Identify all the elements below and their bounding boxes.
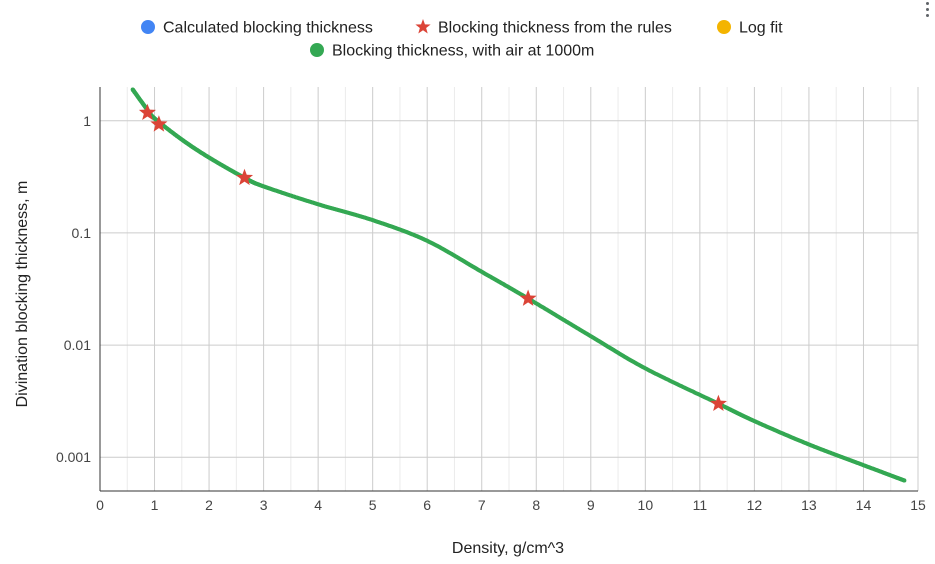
axes [99,87,918,492]
y-tick-label: 0.001 [56,449,91,465]
x-tick-label: 9 [587,497,595,513]
x-tick-label: 3 [260,497,268,513]
legend-label: Calculated blocking thickness [163,20,373,37]
y-tick-label: 0.1 [72,225,92,241]
y-axis-label: Divination blocking thickness, m [14,181,31,408]
x-tick-label: 0 [96,497,104,513]
x-tick-label: 5 [369,497,377,513]
x-tick-label: 6 [423,497,431,513]
x-tick-label: 4 [314,497,322,513]
legend-circle-icon [141,20,155,34]
point-rules-star [150,115,168,132]
x-tick-label: 8 [532,497,540,513]
x-tick-label: 1 [151,497,159,513]
legend-item[interactable]: Calculated blocking thickness [141,20,373,37]
legend-item[interactable]: Blocking thickness, with air at 1000m [310,43,594,60]
legend[interactable]: Calculated blocking thickness Blocking th… [141,19,783,60]
y-tick-label: 1 [83,113,91,129]
series-rules [138,103,727,412]
plot-area [130,87,907,483]
grid [100,87,919,491]
point-air-1000m [902,478,907,483]
legend-label: Blocking thickness from the rules [438,20,672,37]
point-rules-star [709,394,727,412]
y-tick-label: 0.01 [64,337,91,353]
legend-label: Log fit [739,20,783,37]
legend-item[interactable]: Log fit [717,20,783,37]
x-axis-label: Density, g/cm^3 [452,540,564,557]
series-air-1000m [130,87,907,483]
x-tick-label: 15 [910,497,926,513]
x-tick-label: 13 [801,497,817,513]
x-tick-label: 11 [693,497,708,513]
legend-star-icon [415,19,431,34]
x-tick-label: 2 [205,497,213,513]
legend-item[interactable]: Blocking thickness from the rules [415,19,672,37]
x-tick-label: 7 [478,497,486,513]
x-tick-label: 10 [638,497,654,513]
legend-circle-icon [310,43,324,57]
legend-label: Blocking thickness, with air at 1000m [332,43,594,60]
point-rules-star [138,103,156,120]
point-rules-star [235,168,254,186]
x-tick-label: 12 [747,497,763,513]
chart-menu-icon[interactable] [924,2,930,22]
legend-circle-icon [717,20,731,34]
x-tick-label: 14 [856,497,872,513]
point-rules-star [519,289,537,306]
